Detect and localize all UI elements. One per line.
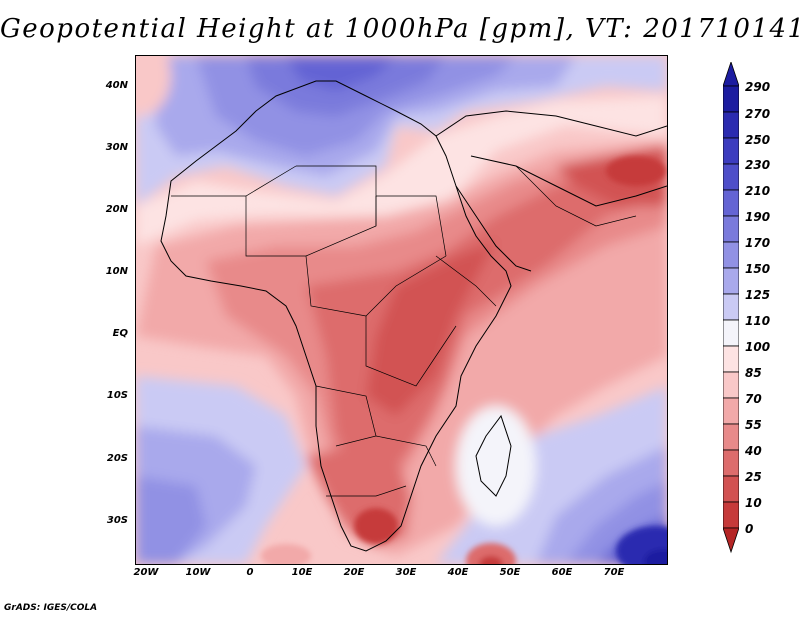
- field-extremes: [261, 156, 667, 564]
- colorbar-label-210: 210: [745, 184, 771, 198]
- colorbar-label-70: 70: [745, 392, 762, 406]
- colorbar-label-85: 85: [745, 366, 762, 380]
- lon-label-20e: 20E: [343, 567, 365, 578]
- lon-label-10e: 10E: [291, 567, 313, 578]
- colorbar-label-40: 40: [745, 444, 762, 458]
- colorbar-cell-170: [723, 241, 739, 269]
- colorbar-top-cap: [723, 62, 739, 87]
- colorbar-cell-100: [723, 345, 739, 373]
- colorbar-cell-25: [723, 475, 739, 503]
- lon-label-60e: 60E: [551, 567, 573, 578]
- colorbar: [723, 62, 739, 554]
- lon-label-50e: 50E: [499, 567, 521, 578]
- lon-label-10w: 10W: [185, 567, 211, 578]
- colorbar-cell-125: [723, 293, 739, 321]
- colorbar-label-270: 270: [745, 107, 771, 121]
- field-contours: [136, 56, 667, 564]
- geopotential-map: [136, 56, 667, 564]
- lat-label-eq: EQ: [112, 328, 128, 339]
- country-borders: [171, 165, 637, 497]
- colorbar-label-230: 230: [745, 158, 771, 172]
- colorbar-label-290: 290: [745, 80, 771, 94]
- lat-label-20n: 20N: [105, 204, 128, 215]
- grads-credit: GrADS: IGES/COLA: [4, 603, 98, 613]
- colorbar-cell-230: [723, 163, 739, 191]
- colorbar-label-170: 170: [745, 236, 771, 250]
- lon-label-0: 0: [246, 567, 254, 578]
- colorbar-cell-55: [723, 423, 739, 451]
- lon-label-70e: 70E: [603, 567, 625, 578]
- colorbar-cells: [723, 62, 739, 554]
- colorbar-cell-190: [723, 215, 739, 243]
- colorbar-label-55: 55: [745, 418, 762, 432]
- map-title: Geopotential Height at 1000hPa [gpm], VT…: [0, 14, 800, 44]
- colorbar-label-125: 125: [745, 288, 771, 302]
- colorbar-bottom-cap: [723, 527, 739, 554]
- colorbar-label-150: 150: [745, 262, 771, 276]
- colorbar-label-190: 190: [745, 210, 771, 224]
- colorbar-label-100: 100: [745, 340, 771, 354]
- lat-label-20s: 20S: [106, 453, 128, 464]
- colorbar-cell-110: [723, 319, 739, 347]
- coastlines: [160, 80, 667, 552]
- colorbar-cell-10: [723, 501, 739, 529]
- colorbar-label-10: 10: [745, 496, 762, 510]
- lat-label-30n: 30N: [105, 142, 128, 153]
- colorbar-label-110: 110: [745, 314, 771, 328]
- madagascar-outline: [475, 414, 512, 497]
- colorbar-label-25: 25: [745, 470, 762, 484]
- colorbar-cell-210: [723, 189, 739, 217]
- colorbar-cell-250: [723, 137, 739, 165]
- colorbar-cell-270: [723, 111, 739, 139]
- colorbar-cell-290_above: [723, 85, 739, 113]
- colorbar-label-250: 250: [745, 133, 771, 147]
- lon-label-30e: 30E: [395, 567, 417, 578]
- lon-label-40e: 40E: [447, 567, 469, 578]
- lon-label-20w: 20W: [133, 567, 159, 578]
- map-frame: [135, 55, 668, 565]
- colorbar-cell-150: [723, 267, 739, 295]
- colorbar-cell-70: [723, 397, 739, 425]
- colorbar-cell-40: [723, 449, 739, 477]
- lat-label-40n: 40N: [105, 80, 128, 91]
- lat-label-30s: 30S: [106, 515, 128, 526]
- colorbar-label-0: 0: [745, 522, 754, 536]
- colorbar-cell-85: [723, 371, 739, 399]
- lat-label-10s: 10S: [106, 390, 128, 401]
- lat-label-10n: 10N: [105, 266, 128, 277]
